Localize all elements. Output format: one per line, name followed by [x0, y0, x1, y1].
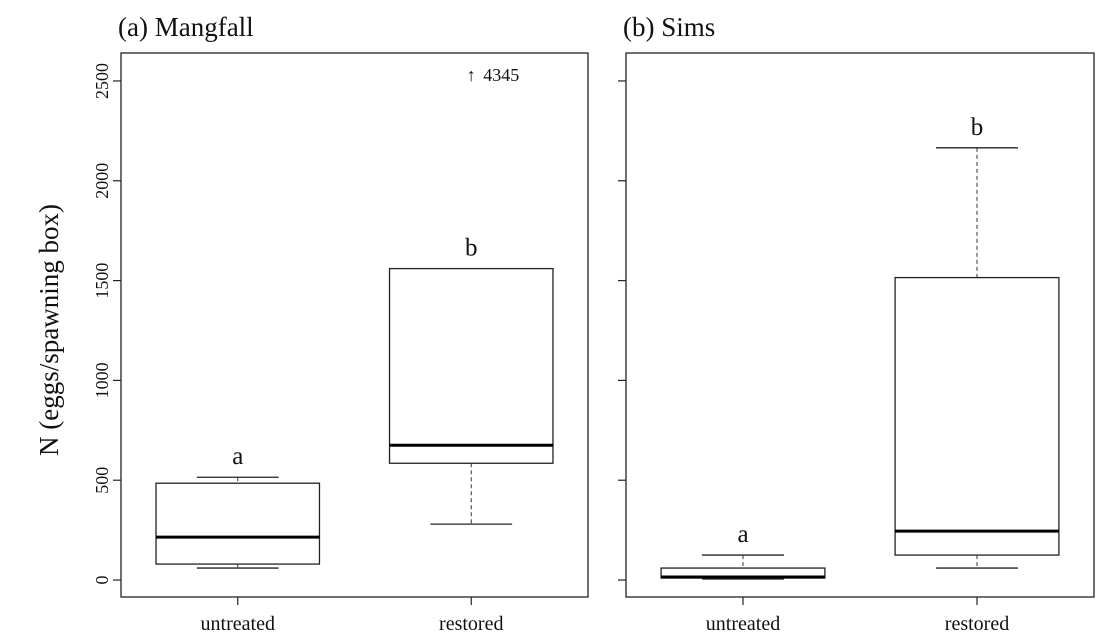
- outlier-value: 4345: [483, 65, 519, 85]
- panel-title: (a) Mangfall: [118, 12, 254, 42]
- outlier-note: ↑ 4345: [467, 65, 520, 85]
- significance-letter: a: [737, 521, 748, 548]
- iqr-box: [895, 278, 1059, 555]
- box-untreated: untreated a: [661, 521, 825, 635]
- y-tick-label: 500: [92, 467, 112, 494]
- y-axis-label: N (eggs/spawning box): [34, 204, 64, 456]
- significance-letter: b: [971, 114, 984, 141]
- y-tick-label: 2500: [92, 63, 112, 99]
- x-tick-label: restored: [439, 613, 503, 635]
- significance-letter: a: [232, 443, 243, 470]
- significance-letter: b: [465, 235, 478, 262]
- y-axis-label-group: N (eggs/spawning box): [34, 204, 64, 456]
- panel-2: (b) Sims untreated a restored b: [618, 12, 1094, 635]
- up-arrow-icon: ↑: [467, 65, 476, 85]
- y-tick-label: 1500: [92, 263, 112, 299]
- x-tick-label: untreated: [201, 613, 275, 635]
- x-tick-label: untreated: [706, 613, 780, 635]
- panels: (a) Mangfall 0 500 1000 1500 2000 2500 untreate…: [92, 12, 1094, 635]
- y-tick-label: 1000: [92, 362, 112, 398]
- x-tick-label: restored: [945, 613, 1009, 635]
- y-tick-label: 2000: [92, 163, 112, 199]
- iqr-box: [156, 483, 319, 564]
- box-untreated: untreated a: [156, 443, 319, 635]
- iqr-box: [390, 269, 553, 464]
- panel-title: (b) Sims: [623, 12, 715, 42]
- panel-1: (a) Mangfall 0 500 1000 1500 2000 2500 untreate…: [92, 12, 588, 635]
- y-tick-label: 0: [92, 576, 112, 585]
- box-restored: restored b: [390, 235, 553, 635]
- box-restored: restored b: [895, 114, 1059, 635]
